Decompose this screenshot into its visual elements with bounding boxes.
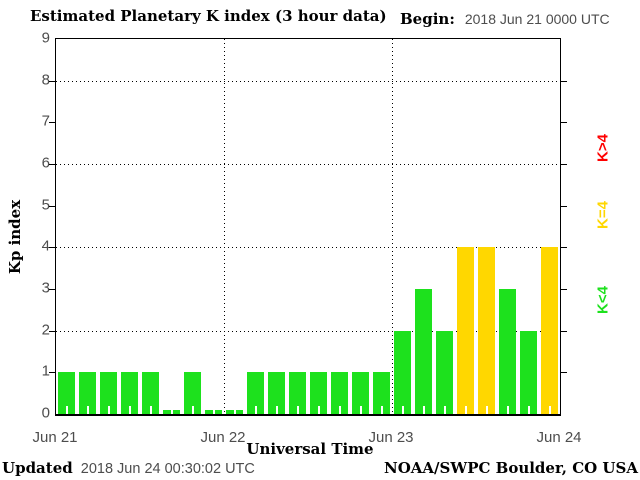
kp-bar [331,372,348,414]
y-tick-label-8: 8 [41,71,50,89]
updated-value: 2018 Jun 24 00:30:02 UTC [80,461,255,477]
plot-area [49,38,567,416]
kp-bar [310,372,327,414]
kp-bar [436,330,453,414]
y-tick-right-2 [560,330,567,332]
gridline-y-6 [56,164,560,165]
updated-label: Updated [2,459,73,477]
y-tick-right-8 [560,80,567,82]
axis-tick-notch [527,406,530,414]
axis-tick-notch [128,406,131,414]
kp-bar [184,372,201,414]
y-tick-left-2 [49,330,56,332]
y-tick-right-4 [560,247,567,249]
y-tick-label-4: 4 [41,237,50,255]
kp-bar [268,372,285,414]
kp-bar [499,289,516,414]
x-tick-label-jun-22: Jun 22 [200,429,246,446]
begin-label: Begin: [400,10,455,28]
y-tick-left-3 [49,289,56,290]
kp-bar [58,372,75,414]
legend-item-k-eq-4: K=4 [594,201,611,229]
y-tick-right-6 [560,164,567,165]
axis-tick-notch [296,406,299,414]
axis-tick-notch [485,406,488,414]
source-credit: NOAA/SWPC Boulder, CO USA [383,459,638,477]
kp-bar [520,330,537,414]
y-tick-left-8 [49,80,56,82]
gridline-day-Jun 22 [224,39,225,414]
y-tick-left-6 [49,164,56,165]
y-tick-left-5 [49,205,56,207]
axis-tick-notch [170,406,173,414]
axis-tick-notch [506,406,509,414]
y-axis-title: Kp index [6,199,24,275]
axis-tick-notch [254,406,257,414]
x-axis-title: Universal Time [246,440,374,458]
kp-bar [457,247,474,414]
axis-tick-notch [443,406,446,414]
axis-tick-notch [107,406,110,414]
axis-tick-notch [65,406,68,414]
y-tick-right-5 [560,205,567,207]
axis-tick-notch [317,406,320,414]
y-tick-label-5: 5 [41,196,50,214]
updated-line: Updated 2018 Jun 24 00:30:02 UTC [2,459,255,477]
y-tick-right-1 [560,372,567,374]
kp-bar [142,372,159,414]
kp-bar [121,372,138,414]
y-tick-label-6: 6 [41,154,50,172]
axis-tick-notch [233,406,236,414]
kp-bar [289,372,306,414]
legend-item-k-gt-4: K>4 [594,134,611,162]
y-tick-label-9: 9 [41,29,50,47]
axis-tick-notch [380,406,383,414]
y-tick-label-3: 3 [41,279,50,297]
y-axis-labels: 0 1 2 3 4 5 6 7 8 9 [26,30,50,422]
x-axis-labels: Jun 21 Jun 22 Jun 23 Jun 24 [32,429,581,447]
kp-bar [100,372,117,414]
x-tick-label-jun-23: Jun 23 [368,429,414,446]
axis-tick-notch [86,406,89,414]
y-tick-left-4 [49,247,56,249]
kp-bar [478,247,495,414]
begin-line: Begin: 2018 Jun 21 0000 UTC [400,10,610,28]
x-tick-label-jun-24: Jun 24 [536,429,582,446]
axis-tick-notch [191,406,194,414]
y-tick-label-1: 1 [41,362,50,380]
y-tick-right-3 [560,289,567,290]
legend-item-k-lt-4: K<4 [594,286,611,314]
axis-tick-notch [548,406,551,414]
begin-value: 2018 Jun 21 0000 UTC [464,11,610,27]
axis-tick-notch [275,406,278,414]
kp-bar [415,289,432,414]
gridline-y-4 [56,247,560,249]
gridline-day-Jun 23 [392,39,393,414]
kp-bar [394,330,411,414]
y-tick-left-7 [49,122,56,124]
y-tick-label-7: 7 [41,112,50,130]
y-tick-right-7 [560,122,567,124]
y-tick-label-0: 0 [41,404,50,422]
axis-tick-notch [359,406,362,414]
axis-tick-notch [401,406,404,414]
kp-bar [373,372,390,414]
gridline-y-8 [56,80,560,82]
y-tick-left-1 [49,372,56,374]
kp-bar [541,247,558,414]
kp-bar [79,372,96,414]
chart-title: Estimated Planetary K index (3 hour data… [30,7,387,25]
y-tick-label-2: 2 [41,321,50,339]
x-tick-label-jun-21: Jun 21 [32,429,78,446]
kp-bar [247,372,264,414]
axis-tick-notch [338,406,341,414]
gridline-y-2 [56,330,560,332]
axis-tick-notch [464,406,467,414]
legend: K>4 K=4 K<4 [575,38,630,413]
axis-tick-notch [149,406,152,414]
axis-tick-notch [422,406,425,414]
axis-tick-notch [212,406,215,414]
kp-bar [352,372,369,414]
